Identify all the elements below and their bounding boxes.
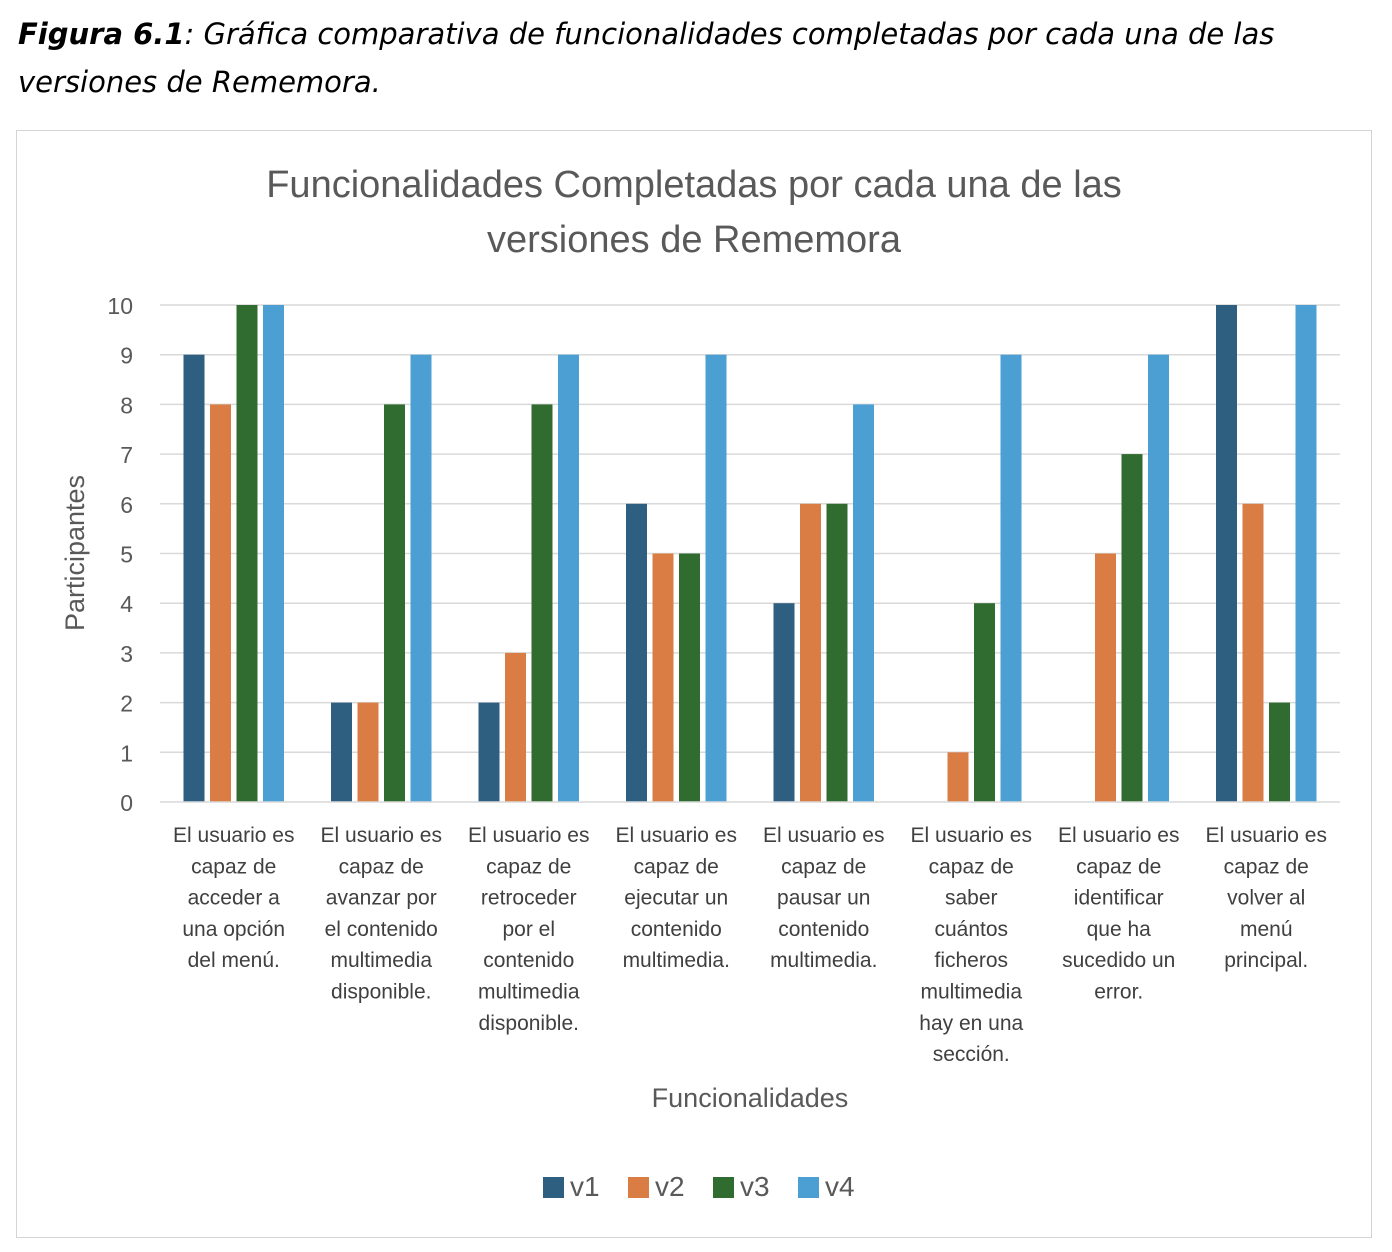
y-tick-label: 4 xyxy=(120,591,133,617)
bar-v3 xyxy=(1121,454,1143,802)
bar-v3 xyxy=(679,553,700,802)
x-tick-label: El usuario es capaz de acceder a una opción… xyxy=(173,824,294,972)
bar-v1 xyxy=(331,702,352,802)
x-tick-label: El usuario es capaz de volver al menú princi… xyxy=(1206,824,1327,972)
bar-v2 xyxy=(210,404,231,802)
bar-v2 xyxy=(652,553,674,802)
bar-v1 xyxy=(773,603,795,802)
bar-v2 xyxy=(357,702,379,802)
bar-v3 xyxy=(974,603,995,802)
bar-v1 xyxy=(1216,305,1237,802)
x-axis-title: Funcionalidades xyxy=(652,1083,849,1113)
bar-v4 xyxy=(1000,354,1022,802)
x-tick-label: El usuario es capaz de avanzar por el conte… xyxy=(321,824,442,1004)
x-tick-label: El usuario es capaz de pausar un contenido m… xyxy=(763,824,884,972)
y-tick-label: 3 xyxy=(120,641,133,667)
bar-v2 xyxy=(1242,503,1264,802)
bar-v3 xyxy=(1269,702,1290,802)
bar-v4 xyxy=(853,404,874,802)
bar-v4 xyxy=(1295,305,1317,802)
x-tick-label: El usuario es capaz de saber cuántos fichero… xyxy=(911,824,1032,1066)
y-tick-label: 9 xyxy=(120,343,133,369)
chart-title: Funcionalidades Completadas por cada una… xyxy=(266,164,1122,261)
x-tick-label: El usuario es capaz de retroceder por el con… xyxy=(468,824,589,1035)
x-tick-label: El usuario es capaz de identificar que ha su… xyxy=(1058,824,1179,1004)
bar-v3 xyxy=(236,305,258,802)
y-tick-label: 6 xyxy=(120,492,133,518)
y-tick-label: 1 xyxy=(120,740,133,766)
legend-swatch-v4 xyxy=(798,1177,819,1198)
bar-v3 xyxy=(384,404,405,802)
bar-v1 xyxy=(626,503,647,802)
bar-v2 xyxy=(1095,553,1116,802)
bar-v1 xyxy=(478,702,500,802)
y-tick-label: 2 xyxy=(120,691,133,717)
y-tick-label: 7 xyxy=(120,442,133,468)
bar-v4 xyxy=(558,354,579,802)
legend-label-v4: v4 xyxy=(825,1171,855,1202)
y-tick-label: 5 xyxy=(120,542,133,568)
figure-caption: Figura 6.1: Gráfica comparativa de funci… xyxy=(18,10,1378,106)
gridlines xyxy=(160,304,1340,754)
legend-swatch-v3 xyxy=(713,1177,734,1198)
y-tick-label: 0 xyxy=(120,790,133,816)
x-tick-label: El usuario es capaz de ejecutar un contenid… xyxy=(616,824,737,972)
legend: v1 v2 v3 v4 xyxy=(543,1171,855,1202)
bar-v4 xyxy=(410,354,432,802)
y-tick-label: 8 xyxy=(120,392,133,418)
bar-v3 xyxy=(826,503,848,802)
bar-v2 xyxy=(800,503,821,802)
y-axis-title: Participantes xyxy=(60,475,90,631)
category-labels: El usuario es capaz de acceder a una opción… xyxy=(173,824,1327,1066)
bar-v4 xyxy=(705,354,727,802)
legend-swatch-v2 xyxy=(628,1177,649,1198)
figure-caption-text: : Gráfica comparativa de funcionalidades… xyxy=(18,17,1275,99)
figure-caption-label: Figura 6.1 xyxy=(18,17,185,51)
bar-v4 xyxy=(263,305,284,802)
axes: 0 1 2 3 4 5 6 7 8 9 10 xyxy=(107,293,1340,816)
bar-v2 xyxy=(505,652,526,802)
legend-label-v2: v2 xyxy=(655,1171,685,1202)
bar-v4 xyxy=(1148,354,1169,802)
legend-label-v1: v1 xyxy=(570,1171,600,1202)
legend-label-v3: v3 xyxy=(740,1171,770,1202)
bar-v2 xyxy=(947,752,969,802)
legend-swatch-v1 xyxy=(543,1177,564,1198)
bar-v3 xyxy=(531,404,553,802)
bar-v1 xyxy=(183,354,205,802)
y-tick-label: 10 xyxy=(107,293,133,319)
bars xyxy=(183,305,1317,802)
